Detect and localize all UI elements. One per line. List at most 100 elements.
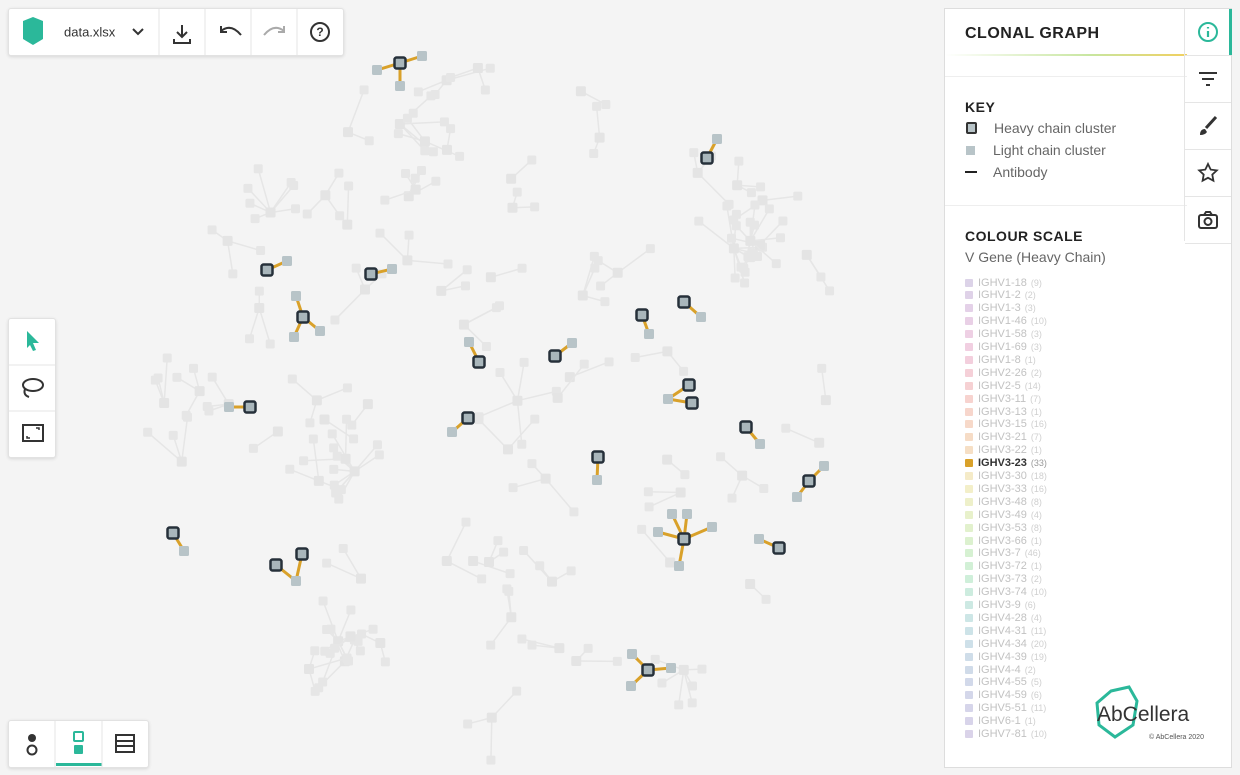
- heavy-chain-node[interactable]: [461, 411, 475, 425]
- gene-item[interactable]: IGHV3-13 (1): [965, 405, 1042, 418]
- gene-item[interactable]: IGHV4-55 (5): [965, 676, 1042, 689]
- help-button[interactable]: ?: [310, 22, 330, 42]
- heavy-chain-node[interactable]: [243, 400, 257, 414]
- gene-swatch: [965, 433, 973, 442]
- gene-item[interactable]: IGHV4-28 (4): [965, 611, 1042, 624]
- title-underline: [945, 54, 1187, 56]
- table-view[interactable]: [115, 734, 135, 753]
- gene-item[interactable]: IGHV7-81 (10): [965, 728, 1047, 741]
- gene-item[interactable]: IGHV5-51 (11): [965, 702, 1046, 715]
- heavy-chain-node[interactable]: [700, 151, 714, 165]
- gene-item[interactable]: IGHV1-18 (9): [965, 276, 1042, 289]
- gene-item[interactable]: IGHV3-49 (4): [965, 508, 1042, 521]
- download-button[interactable]: [173, 25, 191, 44]
- gene-item[interactable]: IGHV1-2 (2): [965, 289, 1036, 302]
- gene-item[interactable]: IGHV3-53 (8): [965, 521, 1042, 534]
- gene-item[interactable]: IGHV4-34 (20): [965, 637, 1047, 650]
- undo-button[interactable]: [220, 26, 242, 36]
- gene-item[interactable]: IGHV3-23 (33): [965, 457, 1047, 470]
- gene-item[interactable]: IGHV2-26 (2): [965, 366, 1042, 379]
- heavy-chain-node[interactable]: [682, 378, 696, 392]
- gene-item[interactable]: IGHV1-58 (3): [965, 328, 1042, 341]
- gene-swatch: [965, 368, 973, 377]
- filter-tab[interactable]: [1185, 56, 1231, 103]
- gene-item[interactable]: IGHV3-11 (7): [965, 392, 1041, 405]
- gene-item[interactable]: IGHV6-1 (1): [965, 715, 1036, 728]
- gene-item[interactable]: IGHV3-48 (8): [965, 495, 1042, 508]
- gene-item[interactable]: IGHV4-31 (11): [965, 624, 1046, 637]
- heavy-chain-node[interactable]: [548, 349, 562, 363]
- heavy-chain-node[interactable]: [295, 547, 309, 561]
- background-edge: [635, 350, 668, 359]
- background-node: [372, 440, 382, 450]
- gene-count: (4): [1030, 612, 1042, 623]
- clonal-graph[interactable]: [0, 0, 940, 775]
- gene-item[interactable]: IGHV3-21 (7): [965, 431, 1042, 444]
- redo-button[interactable]: [263, 26, 285, 36]
- gene-item[interactable]: IGHV3-15 (16): [965, 418, 1047, 431]
- gene-count: (7): [1030, 393, 1042, 404]
- fit-tool[interactable]: [22, 424, 44, 442]
- gene-item[interactable]: IGHV3-72 (1): [965, 560, 1042, 573]
- background-node: [657, 678, 667, 688]
- gene-item[interactable]: IGHV4-59 (6): [965, 689, 1042, 702]
- bubble-view[interactable]: [26, 734, 38, 756]
- file-dropdown[interactable]: [132, 28, 144, 36]
- heavy-chain-node[interactable]: [472, 355, 486, 369]
- background-node: [481, 341, 491, 351]
- background-node: [665, 557, 676, 568]
- background-node: [756, 182, 766, 192]
- gene-item[interactable]: IGHV1-46 (10): [965, 315, 1047, 328]
- gene-count: (5): [1030, 677, 1042, 688]
- heavy-chain-node[interactable]: [260, 263, 274, 277]
- gene-item[interactable]: IGHV4-4 (2): [965, 663, 1036, 676]
- style-tab[interactable]: [1185, 103, 1231, 150]
- gene-item[interactable]: IGHV2-5 (14): [965, 379, 1041, 392]
- heavy-chain-node[interactable]: [166, 526, 180, 540]
- gene-label: IGHV4-28: [978, 611, 1027, 624]
- background-node: [439, 117, 449, 127]
- heavy-chain-node[interactable]: [739, 420, 753, 434]
- heavy-chain-node[interactable]: [635, 308, 649, 322]
- select-tool[interactable]: [27, 331, 39, 351]
- gene-item[interactable]: IGHV1-69 (3): [965, 341, 1042, 354]
- gene-item[interactable]: IGHV3-73 (2): [965, 573, 1042, 586]
- heavy-chain-node[interactable]: [677, 295, 691, 309]
- gene-label: IGHV3-7: [978, 547, 1021, 560]
- heavy-chain-node[interactable]: [677, 532, 691, 546]
- gene-item[interactable]: IGHV1-8 (1): [965, 353, 1036, 366]
- heavy-chain-node[interactable]: [772, 541, 786, 555]
- heavy-chain-node[interactable]: [393, 56, 407, 70]
- app-logo[interactable]: [23, 17, 43, 45]
- gene-swatch: [965, 304, 973, 313]
- graph-view[interactable]: [56, 731, 102, 766]
- heavy-chain-node[interactable]: [685, 396, 699, 410]
- info-tab[interactable]: [1185, 9, 1232, 56]
- favourites-tab[interactable]: [1185, 150, 1231, 197]
- heavy-chain-node[interactable]: [269, 558, 283, 572]
- gene-item[interactable]: IGHV3-66 (1): [965, 534, 1042, 547]
- heavy-chain-node[interactable]: [641, 663, 655, 677]
- gene-swatch: [965, 549, 973, 558]
- gene-item[interactable]: IGHV3-74 (10): [965, 586, 1047, 599]
- background-edge: [326, 562, 362, 580]
- gene-item[interactable]: IGHV3-22 (1): [965, 444, 1042, 457]
- heavy-chain-node[interactable]: [296, 310, 310, 324]
- heavy-chain-node[interactable]: [591, 450, 605, 464]
- gene-item[interactable]: IGHV3-33 (16): [965, 482, 1047, 495]
- gene-item[interactable]: IGHV3-30 (18): [965, 470, 1047, 483]
- key-label: Light chain cluster: [993, 142, 1106, 158]
- background-node: [468, 556, 479, 567]
- gene-item[interactable]: IGHV3-9 (6): [965, 599, 1036, 612]
- heavy-chain-node[interactable]: [802, 474, 816, 488]
- gene-count: (9): [1030, 277, 1042, 288]
- gene-item[interactable]: IGHV1-3 (3): [965, 302, 1036, 315]
- gene-item[interactable]: IGHV3-7 (46): [965, 547, 1041, 560]
- gene-label: IGHV1-58: [978, 328, 1027, 341]
- lasso-tool[interactable]: [22, 378, 44, 398]
- heavy-chain-node[interactable]: [364, 267, 378, 281]
- file-name[interactable]: data.xlsx: [64, 24, 116, 39]
- background-node: [724, 199, 734, 209]
- snapshot-tab[interactable]: [1185, 197, 1231, 244]
- gene-item[interactable]: IGHV4-39 (19): [965, 650, 1047, 663]
